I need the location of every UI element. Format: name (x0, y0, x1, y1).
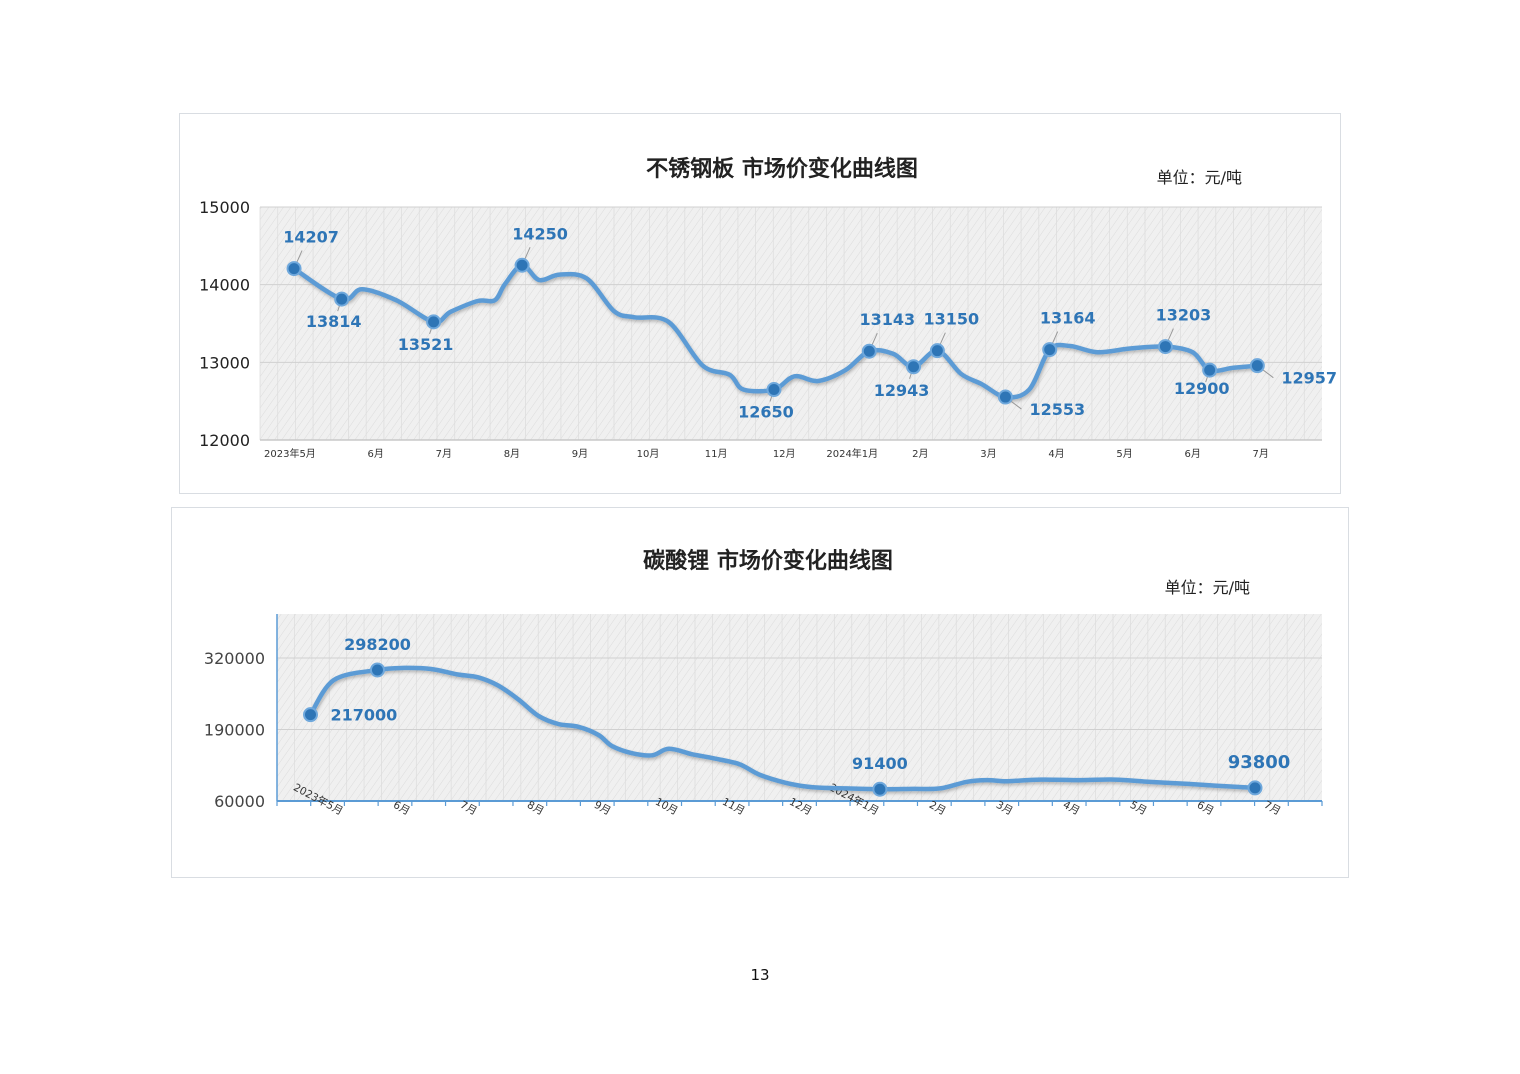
stainless-steel-chart-svg: 不锈钢板 市场价变化曲线图 单位：元/吨 15000 14000 13000 1200… (199, 156, 1337, 460)
data-label: 13150 (924, 310, 980, 329)
x-tick-label: 2024年1月 (826, 447, 878, 460)
data-label: 12553 (1029, 400, 1085, 419)
data-point (334, 291, 350, 307)
data-label: 13164 (1040, 309, 1096, 328)
y-tick-label: 13000 (199, 353, 250, 372)
x-tick-label: 7月 (1253, 448, 1269, 460)
data-label: 13203 (1156, 306, 1212, 325)
data-point (1247, 780, 1263, 796)
data-point (1157, 339, 1173, 355)
data-point (1042, 342, 1058, 358)
data-point (906, 359, 922, 375)
data-label: 13814 (306, 312, 362, 331)
data-point (514, 257, 530, 273)
page-number: 13 (750, 966, 770, 984)
data-label: 13521 (398, 335, 454, 354)
chart-title: 不锈钢板 市场价变化曲线图 (646, 156, 918, 182)
data-label: 12943 (874, 381, 930, 400)
plot-area: 15000 14000 13000 12000 2023年5月 6月 7月 8月 9月 10月 11… (199, 198, 1337, 460)
data-label: 12900 (1174, 379, 1230, 398)
x-tick-label: 4月 (1048, 448, 1064, 460)
series-line (308, 665, 1258, 792)
data-label: 12650 (738, 403, 794, 422)
y-tick-label: 190000 (204, 721, 265, 740)
chart-title: 碳酸锂 市场价变化曲线图 (643, 548, 893, 574)
x-tick-label: 9月 (572, 448, 588, 460)
data-point (861, 343, 877, 359)
x-tick-label: 7月 (436, 448, 452, 460)
data-point (1202, 362, 1218, 378)
chart-panel-stainless-steel: 不锈钢板 市场价变化曲线图 单位：元/吨 15000 14000 13000 1200… (179, 113, 1341, 494)
data-point (302, 707, 318, 723)
x-tick-label: 12月 (773, 448, 796, 460)
x-tick-label: 6月 (368, 448, 384, 460)
x-tick-label: 10月 (637, 448, 660, 460)
x-tick-label: 6月 (1184, 448, 1200, 460)
data-point (929, 343, 945, 359)
x-tick-label: 8月 (504, 448, 520, 460)
x-tick-label: 2023年5月 (264, 447, 316, 460)
data-label: 12957 (1281, 369, 1337, 388)
data-point (872, 781, 888, 797)
data-label: 14250 (512, 224, 568, 243)
x-tick-label: 3月 (980, 448, 996, 460)
data-label: 93800 (1228, 752, 1291, 773)
data-label: 298200 (344, 635, 411, 654)
data-label: 13143 (859, 310, 915, 329)
data-point (997, 389, 1013, 405)
x-tick-label: 2月 (912, 448, 928, 460)
data-point (766, 382, 782, 398)
y-tick-label: 12000 (199, 431, 250, 450)
data-point (426, 314, 442, 330)
data-label: 217000 (330, 706, 397, 725)
y-tick-label: 60000 (214, 792, 265, 811)
data-point (286, 261, 302, 277)
y-tick-label: 320000 (204, 649, 265, 668)
data-point (369, 662, 385, 678)
unit-label: 单位：元/吨 (1157, 168, 1242, 187)
x-tick-label: 11月 (705, 448, 728, 460)
series-line (291, 263, 1260, 400)
y-tick-label: 15000 (199, 198, 250, 217)
unit-label: 单位：元/吨 (1165, 578, 1250, 597)
data-label: 91400 (852, 754, 908, 773)
chart-panel-lithium-carbonate: 碳酸锂 市场价变化曲线图 单位：元/吨 320000 190000 60000 202… (171, 507, 1349, 878)
data-label: 14207 (283, 228, 339, 247)
x-tick-label: 5月 (1116, 448, 1132, 460)
y-tick-label: 14000 (199, 276, 250, 295)
data-point (1249, 358, 1265, 374)
